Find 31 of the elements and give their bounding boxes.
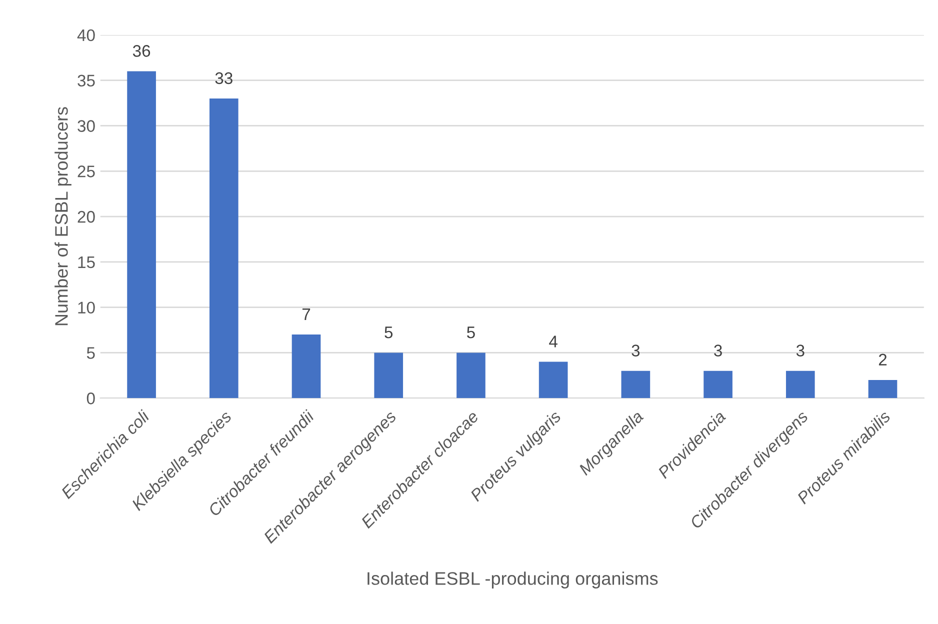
bar <box>786 370 815 398</box>
y-tick-label: 10 <box>78 302 95 314</box>
bar <box>292 334 321 398</box>
data-label: 5 <box>467 326 475 338</box>
y-tick-label: 40 <box>77 29 95 42</box>
data-label: 36 <box>132 45 150 57</box>
y-tick-label: 30 <box>78 120 95 132</box>
data-label: 3 <box>796 344 804 356</box>
data-label: 5 <box>384 326 393 338</box>
bar <box>127 71 156 398</box>
data-label: 7 <box>302 308 310 320</box>
bar <box>456 352 486 398</box>
bar <box>538 362 568 398</box>
y-tick-label: 15 <box>78 256 95 268</box>
data-label: 2 <box>878 354 887 366</box>
y-tick-label: 0 <box>86 392 95 404</box>
data-label: 4 <box>549 336 558 348</box>
bar <box>704 370 732 398</box>
data-label: 33 <box>215 72 232 84</box>
bar <box>868 380 898 398</box>
y-tick-label: 20 <box>78 210 95 223</box>
y-tick-label: 5 <box>86 347 95 359</box>
data-label: 3 <box>714 344 722 356</box>
bar <box>621 370 650 398</box>
bar <box>374 352 404 398</box>
bar <box>209 98 238 398</box>
y-axis-title: Number of ESBL producers <box>54 107 72 326</box>
x-axis-title: Isolated ESBL -producing organisms <box>368 572 658 588</box>
y-tick-label: 25 <box>78 166 95 178</box>
data-label: 3 <box>632 344 640 356</box>
y-tick-label: 35 <box>78 74 95 87</box>
